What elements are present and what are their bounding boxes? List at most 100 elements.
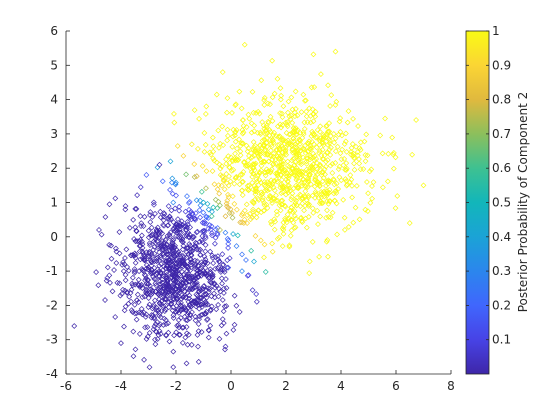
- data-point: [369, 195, 376, 202]
- data-point: [301, 125, 308, 132]
- data-point: [300, 145, 306, 152]
- data-point: [200, 209, 207, 216]
- data-point: [289, 157, 295, 164]
- data-point: [286, 140, 293, 146]
- data-point: [323, 182, 329, 189]
- data-point: [192, 215, 199, 222]
- data-point: [179, 236, 186, 243]
- data-point: [261, 125, 268, 132]
- data-point: [245, 187, 252, 194]
- data-point: [108, 255, 115, 262]
- data-point: [203, 291, 210, 298]
- data-point: [278, 163, 285, 170]
- data-point: [150, 247, 157, 253]
- data-point: [248, 129, 255, 136]
- data-point: [193, 240, 200, 247]
- data-point: [325, 178, 332, 185]
- data-point: [215, 293, 222, 300]
- data-point: [202, 242, 209, 248]
- data-point: [159, 247, 166, 253]
- data-point: [255, 195, 261, 202]
- data-point: [261, 158, 268, 165]
- data-point: [298, 192, 304, 199]
- data-point: [311, 141, 317, 148]
- data-point: [219, 123, 226, 130]
- data-point: [151, 315, 158, 322]
- data-point: [167, 187, 173, 193]
- data-point: [160, 217, 167, 224]
- data-point: [173, 192, 179, 199]
- data-point: [222, 229, 229, 236]
- data-point: [267, 218, 274, 225]
- data-point: [128, 307, 135, 314]
- data-point: [184, 285, 190, 291]
- data-point: [195, 262, 202, 269]
- data-point: [175, 317, 182, 323]
- data-point: [219, 267, 226, 273]
- data-point: [219, 297, 226, 303]
- data-point: [317, 200, 323, 207]
- data-point: [189, 286, 195, 293]
- data-point: [138, 220, 145, 227]
- data-point: [176, 251, 183, 258]
- data-point: [103, 277, 110, 284]
- colorbar-tick-label: 0.8: [492, 93, 511, 107]
- data-point: [209, 274, 216, 280]
- data-point: [249, 153, 256, 160]
- data-point: [231, 180, 238, 187]
- data-point: [219, 251, 226, 258]
- data-point: [336, 174, 343, 181]
- colorbar-tick-label: 0.9: [492, 58, 511, 72]
- data-point: [175, 299, 182, 306]
- data-point: [187, 311, 193, 318]
- data-point: [139, 266, 145, 272]
- data-point: [158, 242, 164, 249]
- data-point: [154, 319, 161, 325]
- data-point: [149, 305, 156, 312]
- data-point: [187, 267, 194, 274]
- data-point: [184, 268, 190, 274]
- data-point: [141, 213, 148, 220]
- data-point: [312, 163, 319, 170]
- data-point: [271, 226, 278, 233]
- data-point: [239, 127, 246, 133]
- y-tick-label: -1: [46, 264, 58, 278]
- data-point: [275, 123, 281, 130]
- data-point: [286, 113, 293, 120]
- data-point: [134, 291, 141, 298]
- data-point: [130, 328, 137, 335]
- data-point: [351, 160, 357, 167]
- data-point: [153, 271, 159, 277]
- data-point: [317, 123, 324, 130]
- data-point: [258, 77, 265, 84]
- data-point: [241, 41, 248, 48]
- data-point: [151, 250, 158, 257]
- data-point: [128, 286, 135, 293]
- data-point: [224, 235, 231, 242]
- data-point: [195, 343, 201, 350]
- data-point: [264, 205, 271, 211]
- data-point: [200, 228, 207, 234]
- data-point: [332, 135, 339, 142]
- data-point: [306, 168, 313, 175]
- data-point: [116, 280, 123, 287]
- data-point: [133, 316, 140, 323]
- data-point: [157, 269, 164, 276]
- data-point: [166, 251, 172, 258]
- data-point: [229, 109, 235, 116]
- data-point: [141, 255, 148, 262]
- colorbar-tick-label: 0.1: [492, 333, 511, 347]
- data-point: [157, 252, 164, 259]
- data-point: [320, 175, 327, 181]
- data-point: [143, 275, 149, 282]
- data-point: [240, 178, 246, 185]
- data-point: [202, 248, 209, 255]
- data-point: [286, 183, 292, 189]
- data-point: [310, 150, 317, 157]
- data-point: [183, 279, 190, 286]
- data-point: [152, 210, 158, 217]
- data-point: [253, 110, 259, 116]
- data-point: [280, 230, 287, 237]
- data-point: [183, 171, 189, 178]
- data-point: [170, 256, 177, 263]
